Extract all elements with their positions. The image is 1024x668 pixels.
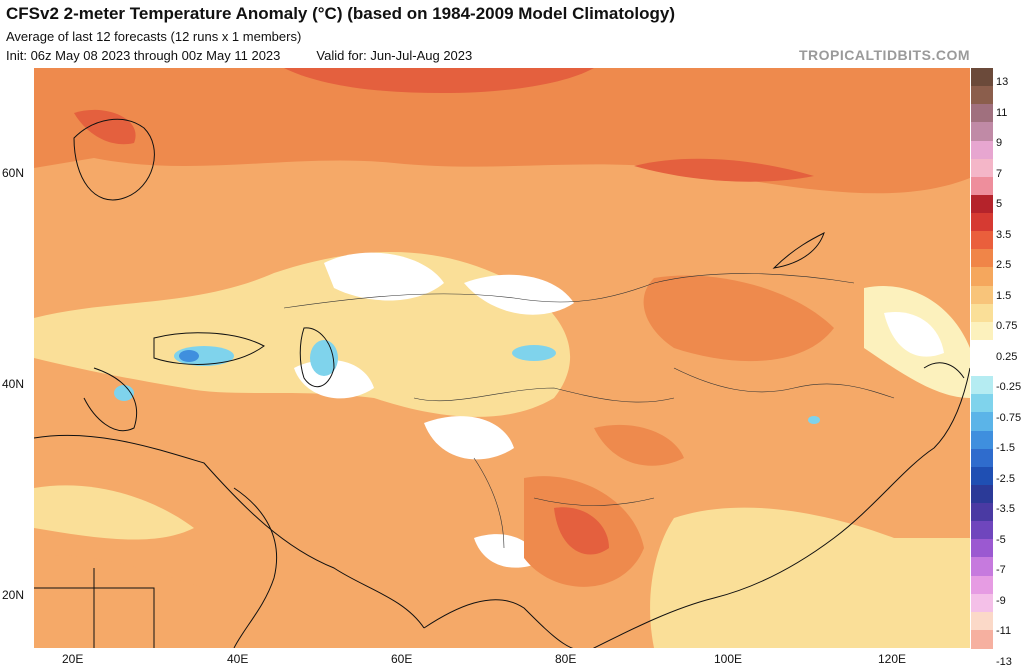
colorbar-swatch — [971, 412, 993, 431]
colorbar-swatch — [971, 484, 993, 504]
kazakh-neutral — [324, 252, 444, 301]
scandinavia-hotspot — [74, 109, 136, 145]
colorbar-tick-label: 0.25 — [996, 350, 1018, 363]
colorbar-swatch — [971, 448, 993, 468]
colorbar-tick-label: -13 — [996, 656, 1012, 668]
map-canvas — [34, 68, 970, 648]
colorbar-swatch — [971, 539, 993, 558]
pakistan-neutral — [474, 534, 539, 568]
colorbar-swatch — [971, 231, 993, 250]
country-borders — [283, 273, 895, 549]
colorbar-swatch — [971, 86, 993, 105]
colorbar-tick-label: -0.25 — [996, 381, 1022, 394]
colorbar-swatch — [971, 339, 993, 359]
colorbar-tick-label: 2.5 — [996, 259, 1012, 272]
colorbar-swatch — [971, 194, 993, 214]
tibet-warm — [594, 424, 684, 466]
colorbar-swatch — [971, 140, 993, 160]
colorbar-tick-label: 9 — [996, 137, 1003, 150]
colorbar-swatch — [971, 575, 993, 595]
colorbar-tick-label: -0.75 — [996, 411, 1022, 424]
colorbar-swatch — [971, 430, 993, 450]
india-hotspot — [554, 507, 609, 555]
colorbar-swatch — [971, 285, 993, 305]
colorbar-tick-label: 13 — [996, 76, 1009, 88]
colorbar-tick-label: 5 — [996, 198, 1003, 211]
southeast-asia-pale — [650, 507, 970, 648]
colorbar-swatch — [971, 629, 993, 649]
arctic-hotspot — [284, 68, 594, 94]
colorbar-tick-label: -9 — [996, 594, 1006, 607]
colorbar-swatch — [971, 394, 993, 413]
siberia-hotspot — [634, 158, 814, 182]
colorbar-swatch — [971, 176, 993, 196]
init-valid-line: Init: 06z May 08 2023 through 00z May 11… — [6, 48, 472, 63]
valid-text: Valid for: Jun-Jul-Aug 2023 — [316, 48, 473, 63]
map-subtitle: Average of last 12 forecasts (12 runs x … — [6, 29, 302, 44]
init-text: Init: 06z May 08 2023 through 00z May 11… — [6, 48, 281, 63]
lon-label-20e: 20E — [62, 652, 84, 666]
lat-label-40n: 40N — [2, 377, 25, 391]
kazakh-neutral-2 — [464, 274, 574, 315]
colorbar-tick-label: -11 — [996, 625, 1012, 638]
sahara-warm — [34, 555, 234, 648]
colorbar-swatch — [971, 376, 993, 395]
colorbar-swatch — [971, 213, 993, 232]
levant-pale — [34, 485, 194, 540]
colorbar-swatch — [971, 503, 993, 522]
lat-label-60n: 60N — [2, 166, 25, 180]
lon-label-80e: 80E — [555, 652, 577, 666]
colorbar-swatch — [971, 267, 993, 286]
manchuria-neutral — [884, 312, 944, 357]
brand-watermark: TROPICALTIDBITS.COM — [798, 47, 970, 63]
colorbar-swatch — [971, 321, 993, 341]
colorbar-swatch — [971, 122, 993, 141]
anomaly-map — [34, 68, 970, 648]
lon-label-100e: 100E — [714, 652, 743, 666]
colorbar-tick-label: -5 — [996, 533, 1006, 546]
tianshan-cool — [512, 345, 556, 361]
black-sea-cool-core — [179, 350, 199, 362]
colorbar-swatch — [971, 68, 993, 87]
colorbar-tick-label: -7 — [996, 564, 1006, 577]
coastlines — [34, 118, 970, 648]
map-title: CFSv2 2-meter Temperature Anomaly (°C) (… — [6, 4, 676, 23]
colorbar-tick-label: 11 — [996, 106, 1008, 119]
colorbar-swatch — [971, 521, 993, 540]
colorbar-tick-label: -1.5 — [996, 442, 1015, 455]
colorbar-swatch — [971, 249, 993, 268]
colorbar-tick-label: -2.5 — [996, 472, 1015, 485]
colorbar-tick-label: 3.5 — [996, 228, 1012, 241]
colorbar-tick-label: -3.5 — [996, 503, 1015, 516]
colorbar-swatch — [971, 358, 993, 377]
colorbar-swatch — [971, 158, 993, 178]
lon-label-120e: 120E — [878, 652, 907, 666]
colorbar-tick-label: 7 — [996, 167, 1003, 180]
lat-label-20n: 20N — [2, 588, 25, 602]
lon-label-60e: 60E — [391, 652, 413, 666]
colorbar — [971, 68, 993, 649]
afghan-neutral — [424, 416, 514, 460]
colorbar-tick-label: 1.5 — [996, 289, 1012, 302]
colorbar-tick-label: 0.75 — [996, 320, 1018, 333]
mongolia-warm — [643, 275, 834, 362]
korea-cool — [808, 416, 820, 424]
colorbar-swatch — [971, 104, 993, 123]
colorbar-swatch — [971, 593, 993, 613]
colorbar-swatch — [971, 466, 993, 486]
lon-label-40e: 40E — [227, 652, 249, 666]
colorbar-swatch — [971, 557, 993, 576]
aegean-cool — [114, 385, 134, 401]
colorbar-swatch — [971, 303, 993, 323]
colorbar-swatch — [971, 611, 993, 631]
